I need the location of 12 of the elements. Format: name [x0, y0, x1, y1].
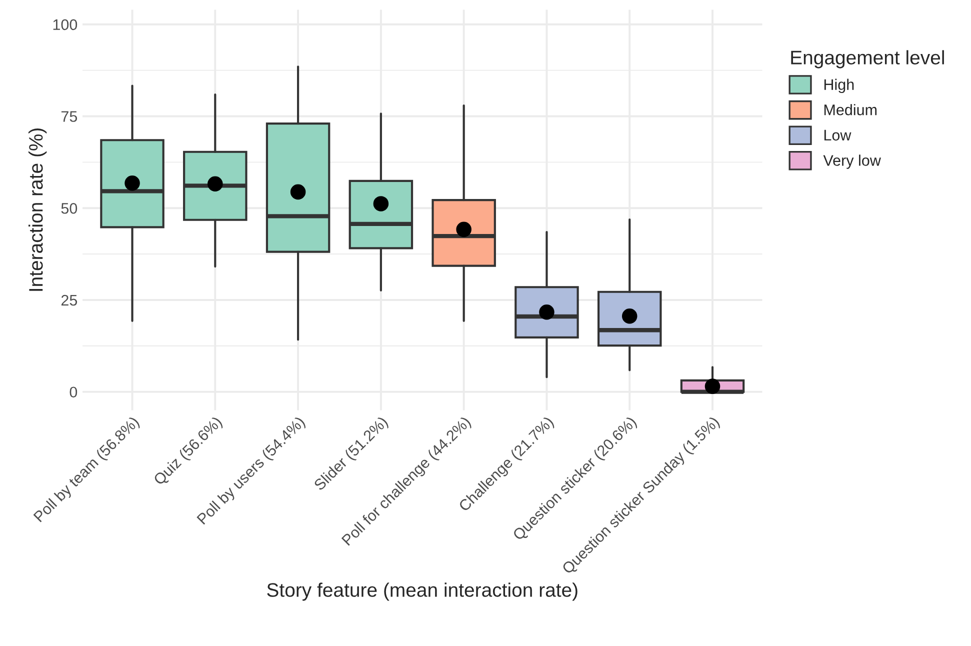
y-tick-label: 75 — [61, 111, 78, 122]
y-axis-title: Interaction rate (%) — [28, 128, 47, 291]
y-tick-label: 25 — [61, 294, 78, 306]
legend-label: High — [824, 78, 854, 94]
legend-title: Engagement level — [791, 50, 944, 68]
y-tick-label: 0 — [70, 386, 78, 398]
x-axis-title: Story feature (mean interaction rate) — [267, 582, 578, 601]
legend-label: Very low — [823, 154, 881, 169]
legend-label: Low — [824, 130, 852, 141]
legend-label: Medium — [824, 104, 877, 116]
y-tick-label: 100 — [53, 19, 78, 30]
y-tick-label: 50 — [61, 202, 78, 214]
